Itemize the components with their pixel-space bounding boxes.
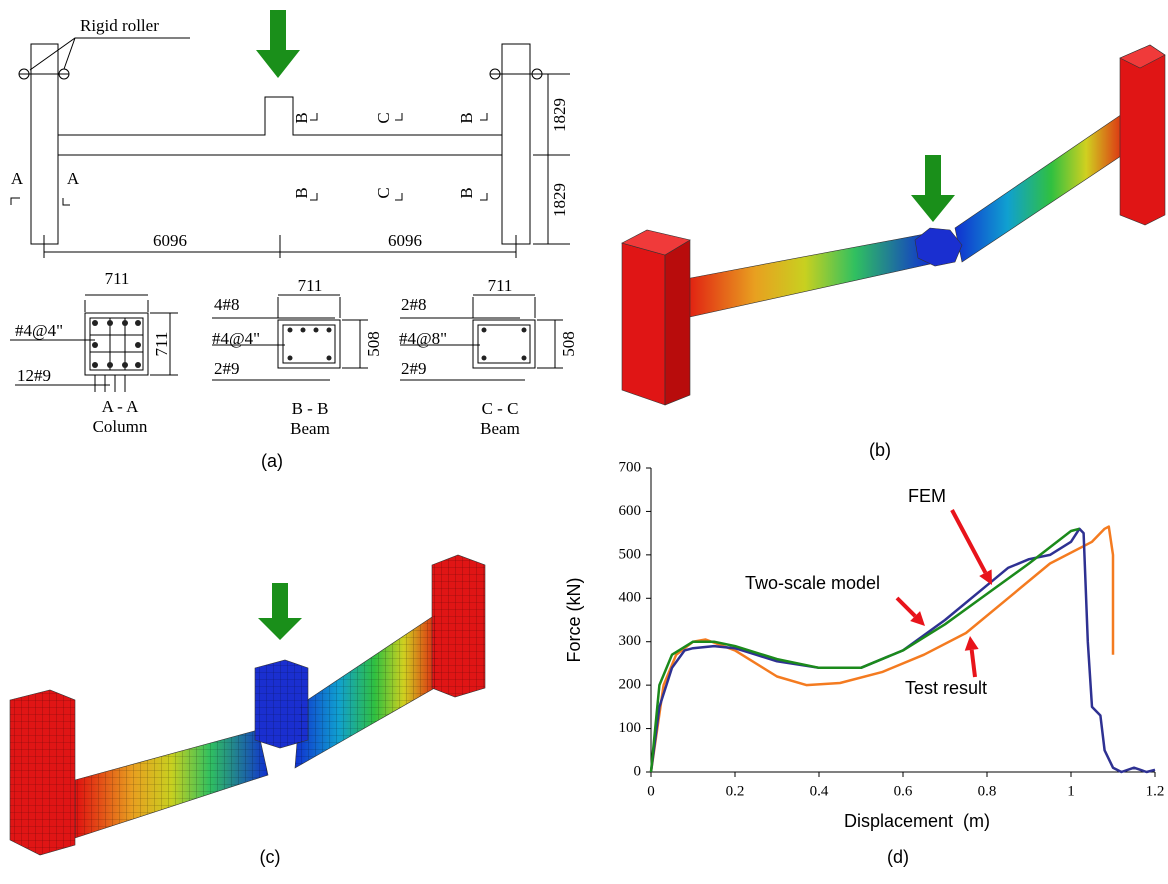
x-axis-title: Displacement (m) [844, 811, 990, 831]
y-tick-label: 400 [619, 590, 642, 606]
section-name: C - C [482, 399, 519, 418]
annotation-arrowhead [910, 611, 925, 626]
mesh [10, 555, 485, 855]
cut-label: B [292, 112, 311, 123]
panel-label: (a) [261, 451, 283, 471]
frame [30, 43, 531, 245]
series-line [649, 527, 1080, 773]
x-tick-label: 0.4 [810, 783, 829, 799]
panel-b: (b) [621, 44, 1166, 460]
height-label: 1829 [550, 183, 569, 217]
cut-label: B [292, 187, 311, 198]
section-kind: Beam [290, 419, 330, 438]
rebar [481, 327, 527, 361]
joint [914, 227, 963, 267]
column [621, 242, 666, 406]
annotation-arrow [950, 509, 988, 574]
rebar-label: 2#9 [214, 359, 240, 378]
y-axis-title: Force (kN) [564, 578, 584, 663]
leader [19, 37, 542, 75]
beam [954, 109, 1131, 263]
cut-label: B [457, 187, 476, 198]
rebar-label: 2#9 [401, 359, 427, 378]
x-tick-label: 0.8 [978, 783, 997, 799]
annotation: Test result [905, 678, 987, 698]
section-name: A - A [102, 397, 140, 416]
x-tick-label: 1.2 [1146, 783, 1165, 799]
cut-label: C [374, 112, 393, 123]
cut-label: A [67, 169, 80, 188]
section-drawing [400, 294, 563, 381]
chart: (d) Displacement (m) Force (kN) 0 0.2 0.4 0… [564, 459, 1165, 866]
section-depth: 711 [152, 332, 171, 357]
dimension-line [43, 73, 570, 258]
load-arrow [256, 10, 300, 78]
column [621, 229, 691, 256]
section-kind: Column [93, 417, 148, 436]
x-tick-label: 0.2 [726, 783, 745, 799]
annotation-arrow [895, 596, 917, 618]
rebar [92, 320, 141, 368]
column [1119, 44, 1166, 69]
y-tick-label: 700 [619, 459, 642, 475]
cut-label: C [374, 187, 393, 198]
column [664, 239, 691, 406]
column [1119, 44, 1166, 226]
section-drawing [10, 294, 178, 392]
cut-label: B [457, 112, 476, 123]
rebar-label: #4@4" [15, 321, 63, 340]
load-arrow [911, 155, 955, 222]
section-width: 711 [105, 269, 130, 288]
annotation: FEM [908, 486, 946, 506]
rebar-label: #4@8" [399, 329, 447, 348]
height-label: 1829 [550, 98, 569, 132]
beam [679, 233, 931, 319]
section-width: 711 [298, 276, 323, 295]
section-depth: 508 [559, 331, 578, 357]
section-depth: 508 [364, 331, 383, 357]
x-tick-label: 1 [1067, 783, 1075, 799]
rebar-label: 12#9 [17, 366, 51, 385]
y-tick-label: 100 [619, 720, 642, 736]
annotation-arrowhead [964, 636, 979, 651]
span-label: 6096 [388, 231, 422, 250]
panel-a: Rigid roller 6096 6096 1829 1829 A A B C… [10, 10, 578, 471]
annotation: Two-scale model [745, 573, 880, 593]
section-width: 711 [488, 276, 513, 295]
cut-label: A [11, 169, 24, 188]
y-tick-label: 600 [619, 503, 642, 519]
load-arrow [258, 583, 302, 640]
series-line [649, 527, 1156, 774]
roller-label: Rigid roller [80, 16, 159, 35]
y-tick-label: 200 [619, 677, 642, 693]
y-tick-label: 500 [619, 546, 642, 562]
y-tick-label: 300 [619, 633, 642, 649]
y-tick-label: 0 [634, 763, 642, 779]
panel-label: (b) [869, 440, 891, 460]
x-tick-label: 0.6 [894, 783, 913, 799]
cut-mark [10, 113, 488, 206]
section-kind: Beam [480, 419, 520, 438]
rebar-label: #4@4" [212, 329, 260, 348]
panel-label: (c) [260, 847, 281, 867]
annotation-arrowhead [979, 569, 992, 585]
series-line [649, 525, 1115, 773]
section-drawing [212, 294, 368, 381]
span-label: 6096 [153, 231, 187, 250]
section-name: B - B [292, 399, 329, 418]
rebar-label: 2#8 [401, 295, 427, 314]
panel-c: (c) [9, 554, 486, 867]
rebar [287, 327, 332, 361]
panel-label: (d) [887, 847, 909, 867]
x-tick-label: 0 [647, 783, 655, 799]
annotation-arrow [969, 649, 977, 678]
rebar-label: 4#8 [214, 295, 240, 314]
